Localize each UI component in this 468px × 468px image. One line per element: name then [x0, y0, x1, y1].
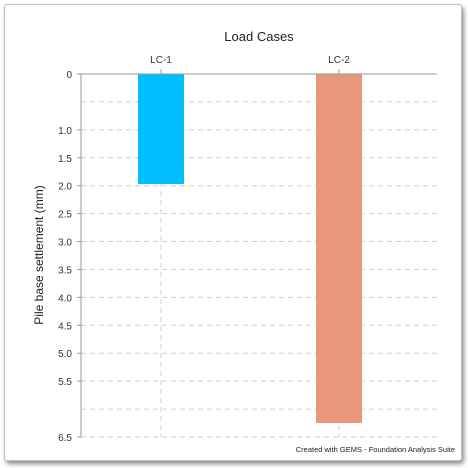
y-tick-label: 3.0: [58, 238, 72, 249]
bar-lc-1: [138, 74, 184, 185]
y-axis-label: Pile base settlement (mm): [32, 185, 46, 324]
bars: [138, 74, 362, 424]
axes: [80, 73, 437, 437]
gridlines: [81, 74, 437, 438]
bar-chart: 01.01.52.02.53.03.54.04.55.05.56.5 LC-1 L…: [32, 29, 455, 454]
y-tick-label: 1.0: [58, 126, 72, 137]
credit-text: Created with GEMS - Foundation Analysis …: [296, 445, 455, 454]
chart-title: Load Cases: [224, 29, 294, 44]
y-tick-label: 5.5: [58, 377, 72, 388]
y-tick-label: 4.5: [58, 321, 72, 332]
y-tick-label: 5.0: [58, 349, 72, 360]
y-tick-label: 3.5: [58, 265, 72, 276]
bar-lc-2: [316, 74, 362, 424]
x-tick-labels: LC-1 LC-2: [150, 55, 350, 74]
x-tick-label: LC-1: [150, 55, 172, 66]
chart-frame: 0 1.0 1.5 2.0 2.5 3.0 3.5 4.0 4.5 5.0 5.5 6.5 LC-1 L…: [4, 4, 462, 461]
y-tick-label: 1.5: [58, 154, 72, 165]
y-tick-label: 4.0: [58, 293, 72, 304]
y-tick-label: 0: [66, 70, 72, 81]
y-tick-label: 2.0: [58, 182, 72, 193]
y-tick-label: 2.5: [58, 210, 72, 221]
y-tick-labels: 0 1.0 1.5 2.0 2.5 3.0 3.5 4.0 4.5 5.0 5.5 6.5: [58, 70, 81, 444]
x-tick-label: LC-2: [328, 55, 350, 66]
y-tick-label: 6.5: [58, 433, 72, 444]
